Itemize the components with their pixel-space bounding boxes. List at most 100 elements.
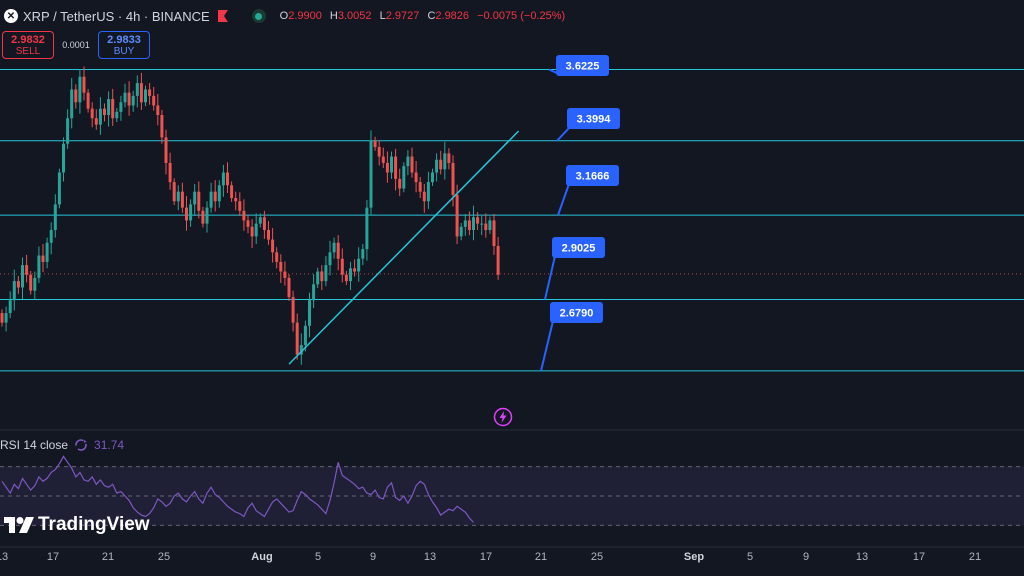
candle-body — [406, 156, 410, 167]
candle-body — [221, 172, 225, 186]
change-value: −0.0075 (−0.25%) — [477, 10, 566, 22]
candle-body — [443, 153, 447, 170]
candle-body — [340, 258, 344, 275]
flag-icon[interactable] — [217, 10, 228, 22]
candle-body — [390, 156, 393, 173]
price-callout-label: 3.1666 — [576, 171, 610, 183]
lightning-icon[interactable] — [493, 407, 513, 427]
price-callout-box[interactable] — [567, 108, 620, 129]
candle-body — [180, 191, 184, 208]
time-axis-label: Aug — [251, 551, 273, 563]
candle-body — [324, 265, 328, 282]
trend-line[interactable] — [288, 130, 520, 365]
symbol-title[interactable]: XRP / TetherUS · 4h · BINANCE — [23, 8, 210, 24]
candle-body — [365, 207, 369, 250]
market-status-icon[interactable] — [251, 9, 266, 23]
candle-body — [90, 108, 94, 119]
low-label: L — [379, 10, 386, 22]
buy-label: BUY — [113, 46, 135, 57]
candle-body — [344, 274, 348, 282]
time-axis-label: 25 — [157, 551, 171, 563]
candle-body — [25, 265, 29, 275]
time-axis-label: 21 — [534, 551, 548, 563]
candle-body — [57, 172, 61, 205]
candle-body — [156, 105, 160, 116]
candle-body — [349, 268, 352, 282]
sell-button[interactable]: 2.9832 SELL — [2, 31, 54, 59]
price-callout-label: 3.6225 — [566, 61, 600, 73]
candle-body — [49, 230, 53, 243]
rsi-value: 31.74 — [94, 438, 125, 452]
tradingview-logo: TradingView — [4, 514, 150, 536]
candle-body — [267, 230, 270, 240]
candle-body — [107, 99, 111, 116]
candle-body — [152, 95, 156, 106]
time-axis-label: 17 — [46, 551, 60, 563]
time-axis-label: 9 — [369, 551, 377, 563]
candle-body — [127, 92, 131, 106]
open-value: 2.9900 — [288, 10, 322, 22]
candle-body — [29, 274, 33, 291]
candle-body — [431, 172, 434, 183]
xrp-symbol-icon[interactable]: ✕ — [4, 9, 18, 23]
sell-label: SELL — [15, 46, 41, 57]
tradingview-logo-icon — [4, 517, 34, 533]
price-callout-box[interactable] — [556, 55, 609, 76]
candle-body — [62, 143, 65, 173]
candle-body — [148, 89, 152, 96]
candle-body — [488, 220, 492, 230]
candle-body — [373, 140, 377, 147]
candle-body — [94, 118, 98, 125]
candle-body — [250, 226, 254, 237]
callout-pointer — [540, 320, 554, 372]
cycle-icon[interactable] — [74, 438, 88, 452]
candle-body — [381, 156, 385, 163]
buy-button[interactable]: 2.9833 BUY — [98, 31, 150, 59]
candle-body — [213, 191, 217, 202]
candle-body — [78, 76, 82, 103]
price-callout-box[interactable] — [566, 165, 619, 186]
candle-body — [160, 115, 164, 138]
close-value: 2.9826 — [435, 10, 470, 22]
candle-body — [439, 159, 443, 170]
price-callout-box[interactable] — [552, 237, 605, 258]
candle-body — [254, 223, 258, 237]
close-label: C — [427, 10, 436, 22]
candle-body — [37, 255, 41, 278]
candle-body — [385, 162, 389, 173]
candle-body — [123, 92, 127, 103]
candle-body — [283, 271, 287, 278]
candle-body — [189, 204, 193, 221]
time-axis-label: 17 — [479, 551, 493, 563]
candle-body — [205, 207, 209, 224]
candle-body — [45, 242, 49, 262]
candle-body — [98, 108, 102, 125]
candle-body — [394, 156, 398, 179]
candle-body — [164, 137, 168, 163]
price-callout-box[interactable] — [550, 302, 603, 323]
candle-body — [82, 76, 86, 93]
candle-body — [168, 162, 172, 183]
candle-body — [492, 220, 496, 246]
candle-body — [209, 191, 213, 208]
price-callout-label: 2.6790 — [560, 308, 594, 320]
time-axis[interactable]: 13 17 21 25 Aug 5 9 13 17 21 25 Sep 5 9 13 17 21 — [0, 546, 1024, 576]
candle-body — [41, 255, 45, 262]
rsi-line — [1, 455, 474, 523]
low-value: 2.9727 — [385, 10, 420, 22]
rsi-label[interactable]: RSI 14 close — [0, 438, 69, 452]
trade-panel: 2.9832 SELL 0.0001 2.9833 BUY — [0, 31, 150, 59]
candle-body — [230, 185, 234, 199]
candle-body — [70, 89, 74, 119]
candle-body — [455, 194, 459, 237]
candle-body — [234, 198, 238, 202]
candle-body — [12, 281, 16, 301]
candle-body — [246, 220, 250, 227]
candle-body — [467, 220, 471, 230]
candle-body — [361, 249, 365, 259]
spread-value: 0.0001 — [62, 40, 90, 50]
time-axis-label: 13 — [0, 551, 9, 563]
candle-body — [279, 261, 283, 272]
candle-body — [328, 252, 332, 266]
